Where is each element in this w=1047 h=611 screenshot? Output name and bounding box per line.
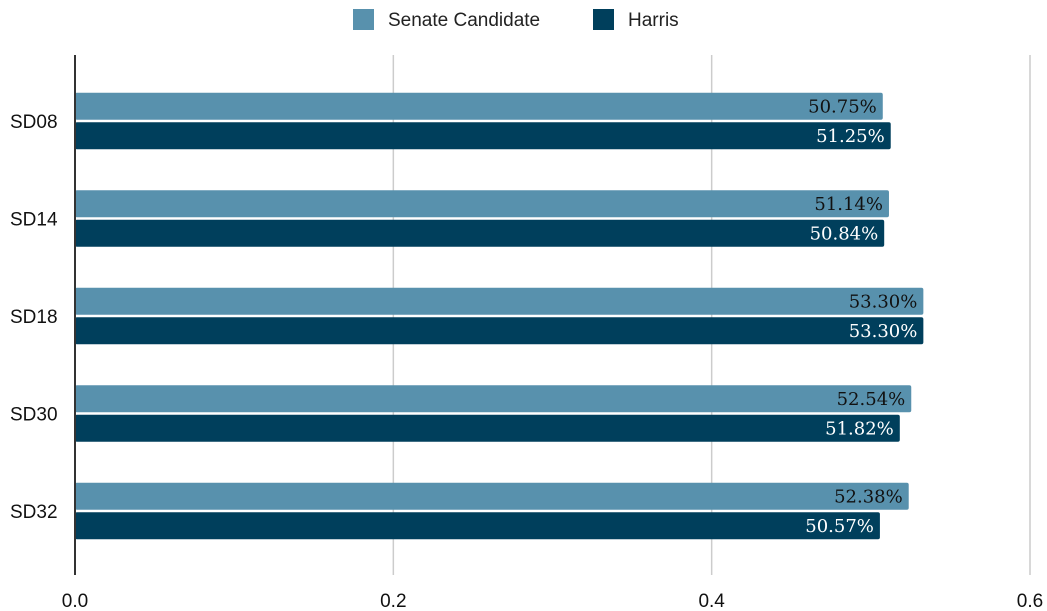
legend-label: Senate Candidate	[388, 10, 540, 31]
legend-swatch-senate-candidate	[353, 9, 374, 30]
x-tick-label: 0.2	[380, 591, 406, 611]
category-label: SD32	[10, 502, 58, 523]
harris-bar	[75, 317, 924, 345]
data-label: 50.75%	[808, 96, 877, 117]
data-label: 50.57%	[805, 516, 874, 537]
data-label: 53.30%	[849, 321, 918, 342]
data-label: 52.54%	[837, 389, 906, 410]
data-label: 51.82%	[825, 418, 894, 439]
x-tick-label: 0.4	[698, 591, 725, 611]
senate-candidate-bar	[75, 385, 912, 413]
data-label: 50.84%	[810, 223, 879, 244]
senate-candidate-bar	[75, 190, 889, 218]
data-label: 52.38%	[834, 486, 903, 507]
category-label: SD08	[10, 112, 58, 133]
data-label: 51.14%	[814, 194, 883, 215]
category-label: SD30	[10, 405, 58, 426]
data-label: 51.25%	[816, 126, 885, 147]
harris-bar	[75, 512, 880, 540]
harris-bar	[75, 122, 891, 150]
senate-candidate-bar	[75, 92, 883, 120]
legend-swatch-harris	[593, 9, 614, 30]
senate-candidate-bar	[75, 287, 924, 315]
x-tick-label: 0.6	[1017, 591, 1043, 611]
x-tick-label: 0.0	[62, 591, 88, 611]
harris-bar	[75, 219, 885, 247]
legend-label: Harris	[628, 10, 679, 31]
senate-candidate-bar	[75, 482, 909, 510]
data-label: 53.30%	[849, 291, 918, 312]
category-label: SD18	[10, 307, 58, 328]
harris-bar	[75, 414, 900, 442]
category-label: SD14	[10, 210, 58, 231]
